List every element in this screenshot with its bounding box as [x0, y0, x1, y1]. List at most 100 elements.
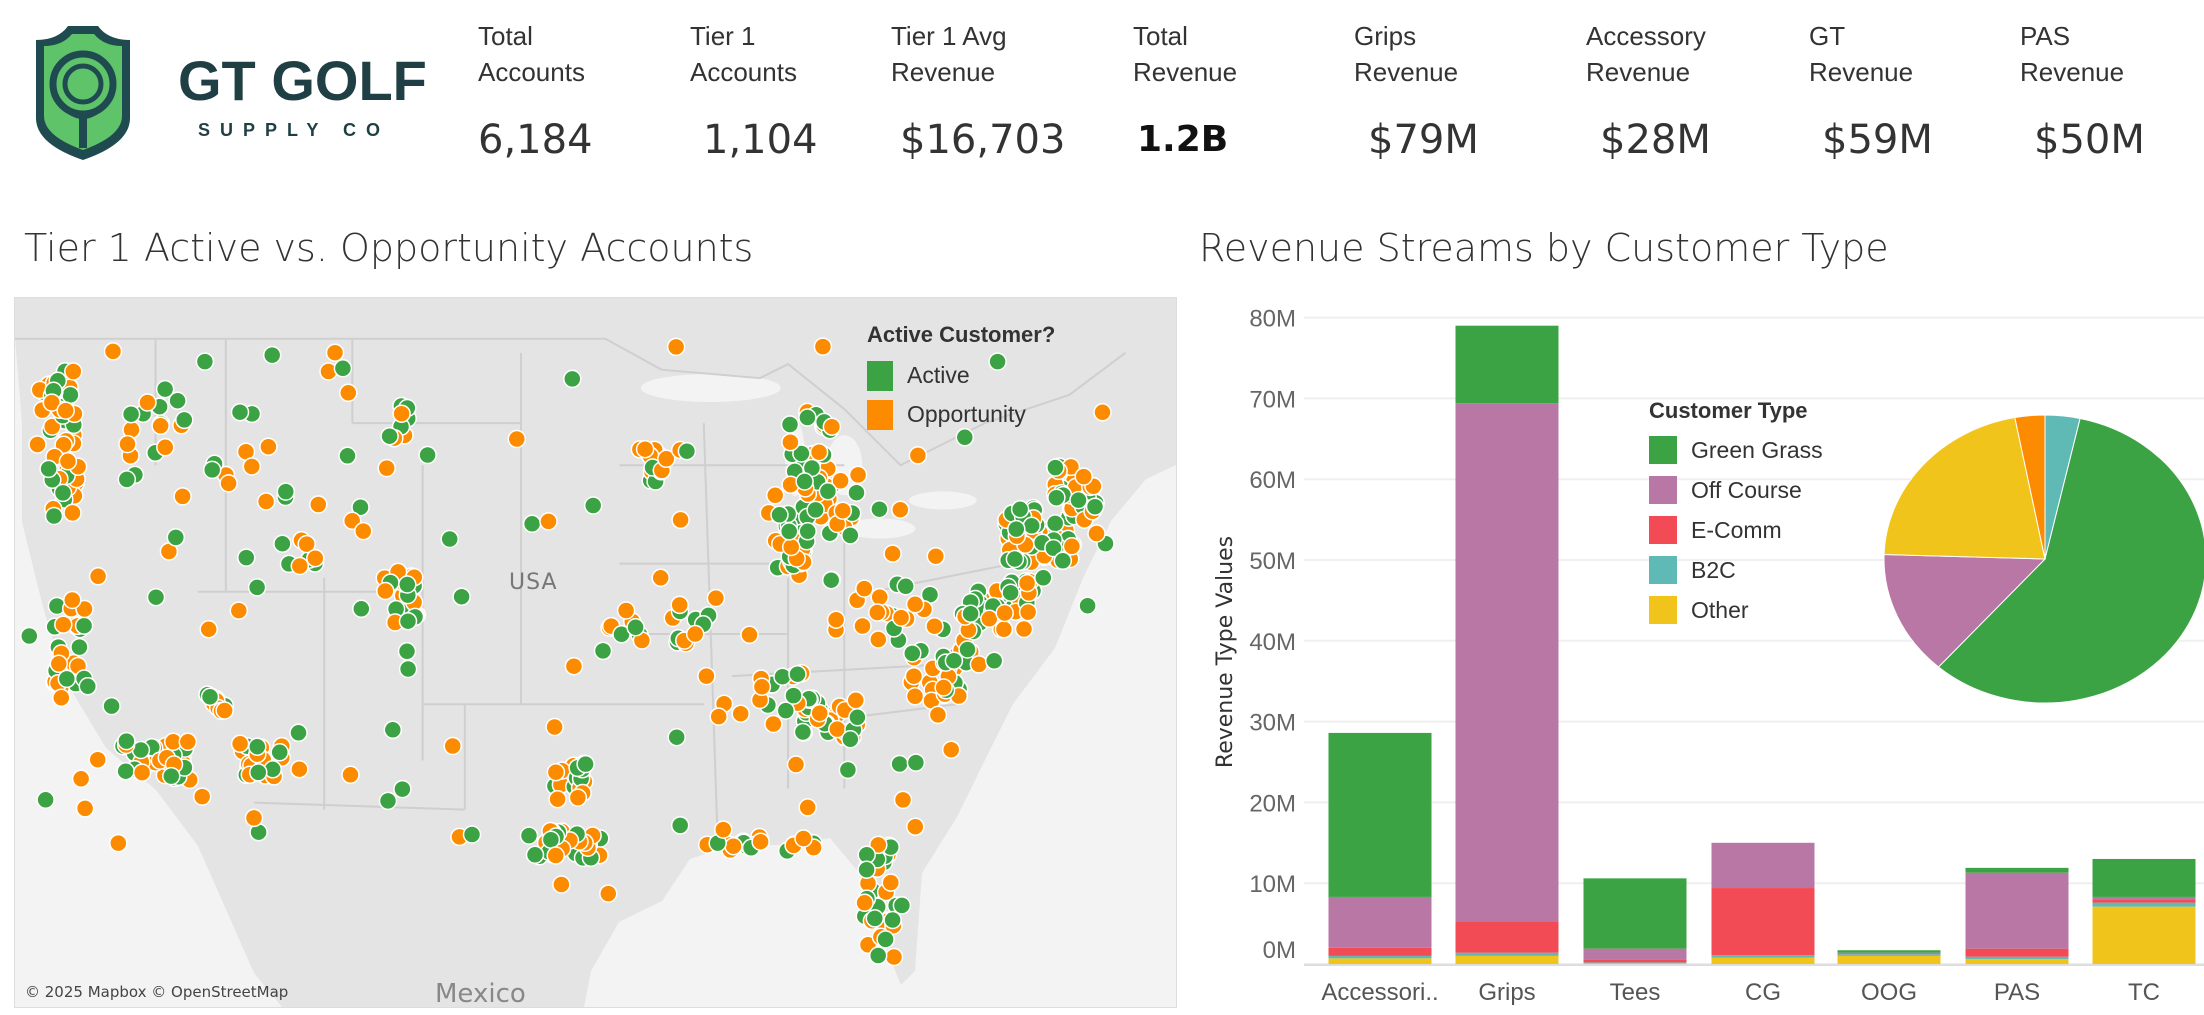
opportunity-account-marker[interactable] — [786, 755, 806, 774]
active-account-marker[interactable] — [670, 816, 690, 835]
active-account-marker[interactable] — [677, 441, 697, 461]
active-account-marker[interactable] — [865, 909, 885, 928]
active-account-marker[interactable] — [116, 761, 135, 781]
active-account-marker[interactable] — [1078, 596, 1097, 615]
active-account-marker[interactable] — [626, 618, 645, 637]
opportunity-account-marker[interactable] — [54, 615, 73, 634]
active-account-marker[interactable] — [276, 482, 296, 501]
active-account-marker[interactable] — [1005, 549, 1025, 569]
opportunity-account-marker[interactable] — [118, 434, 137, 454]
opportunity-account-marker[interactable] — [616, 601, 636, 620]
opportunity-account-marker[interactable] — [539, 512, 558, 531]
opportunity-account-marker[interactable] — [132, 763, 152, 782]
opportunity-account-marker[interactable] — [809, 442, 829, 462]
opportunity-account-marker[interactable] — [893, 790, 913, 810]
opportunity-account-marker[interactable] — [219, 474, 238, 493]
opportunity-account-marker[interactable] — [138, 393, 157, 412]
opportunity-account-marker[interactable] — [568, 788, 588, 807]
opportunity-account-marker[interactable] — [926, 546, 946, 566]
opportunity-account-marker[interactable] — [1074, 467, 1093, 486]
opportunity-account-marker[interactable] — [870, 587, 889, 607]
opportunity-account-marker[interactable] — [552, 875, 571, 894]
opportunity-account-marker[interactable] — [259, 437, 278, 456]
active-account-marker[interactable] — [44, 506, 64, 526]
opportunity-account-marker[interactable] — [546, 846, 565, 865]
bar-segment-b2c[interactable] — [2092, 902, 2196, 907]
active-account-marker[interactable] — [273, 534, 292, 553]
opportunity-account-marker[interactable] — [826, 610, 846, 629]
bar-segment-green-grass[interactable] — [1965, 867, 2069, 873]
active-account-marker[interactable] — [857, 860, 876, 879]
opportunity-account-marker[interactable] — [199, 620, 218, 639]
active-account-marker[interactable] — [78, 677, 98, 696]
bar-segment-off-course[interactable] — [1328, 896, 1432, 948]
opportunity-account-marker[interactable] — [941, 740, 961, 759]
opportunity-account-marker[interactable] — [192, 787, 212, 806]
active-account-marker[interactable] — [351, 497, 370, 517]
opportunity-account-marker[interactable] — [42, 393, 62, 412]
opportunity-account-marker[interactable] — [855, 579, 874, 598]
active-account-marker[interactable] — [961, 604, 980, 623]
active-account-marker[interactable] — [838, 760, 858, 780]
map-canvas[interactable] — [15, 298, 1176, 1007]
active-account-marker[interactable] — [1069, 490, 1088, 510]
map-attribution[interactable]: © 2025 Mapbox © OpenStreetMap — [25, 983, 289, 1001]
opportunity-account-marker[interactable] — [325, 343, 345, 362]
active-account-marker[interactable] — [53, 483, 73, 503]
opportunity-account-marker[interactable] — [905, 595, 925, 614]
active-account-marker[interactable] — [398, 611, 418, 631]
opportunity-account-marker[interactable] — [244, 808, 264, 828]
active-account-marker[interactable] — [798, 522, 817, 541]
opportunity-account-marker[interactable] — [242, 457, 262, 476]
active-account-marker[interactable] — [248, 737, 267, 756]
opportunity-account-marker[interactable] — [651, 568, 670, 588]
active-account-marker[interactable] — [289, 723, 308, 743]
opportunity-account-marker[interactable] — [891, 500, 910, 519]
legend-item-e-comm[interactable]: E-Comm — [1649, 510, 1823, 550]
bar-segment-e-comm[interactable] — [2092, 899, 2196, 903]
bar-oog[interactable] — [1837, 950, 1941, 964]
active-account-marker[interactable] — [270, 743, 289, 762]
bar-segment-b2c[interactable] — [1328, 955, 1432, 959]
opportunity-account-marker[interactable] — [794, 829, 813, 848]
active-account-marker[interactable] — [519, 826, 539, 845]
opportunity-account-marker[interactable] — [831, 471, 850, 491]
active-account-marker[interactable] — [984, 651, 1004, 671]
active-account-marker[interactable] — [792, 444, 811, 463]
opportunity-account-marker[interactable] — [781, 537, 801, 557]
active-account-marker[interactable] — [398, 659, 418, 679]
legend-item-other[interactable]: Other — [1649, 590, 1823, 630]
active-account-marker[interactable] — [249, 763, 268, 782]
active-account-marker[interactable] — [237, 548, 256, 567]
active-account-marker[interactable] — [841, 526, 860, 545]
active-account-marker[interactable] — [868, 946, 888, 965]
bar-segment-green-grass[interactable] — [1328, 732, 1432, 897]
pie-slice-off-course[interactable] — [1883, 553, 2047, 668]
opportunity-account-marker[interactable] — [309, 495, 328, 514]
opportunity-account-marker[interactable] — [697, 666, 716, 686]
active-account-marker[interactable] — [795, 472, 814, 491]
opportunity-account-marker[interactable] — [1018, 602, 1038, 622]
bar-segment-other[interactable] — [1455, 955, 1559, 964]
active-account-marker[interactable] — [380, 426, 399, 446]
active-account-marker[interactable] — [166, 528, 186, 547]
active-account-marker[interactable] — [333, 359, 353, 378]
bar-segment-e-comm[interactable] — [1583, 959, 1687, 963]
pie-slice-unlabeled[interactable] — [2014, 414, 2046, 560]
active-account-marker[interactable] — [583, 496, 603, 515]
opportunity-account-marker[interactable] — [52, 688, 71, 708]
active-account-marker[interactable] — [576, 754, 595, 774]
active-account-marker[interactable] — [57, 669, 77, 689]
bar-grips[interactable] — [1455, 325, 1559, 964]
active-account-marker[interactable] — [876, 930, 895, 949]
opportunity-account-marker[interactable] — [71, 769, 91, 789]
active-account-marker[interactable] — [1044, 538, 1063, 558]
opportunity-account-marker[interactable] — [103, 342, 123, 361]
active-account-marker[interactable] — [398, 575, 417, 594]
opportunity-account-marker[interactable] — [1014, 619, 1034, 639]
opportunity-account-marker[interactable] — [740, 625, 759, 645]
opportunity-account-marker[interactable] — [339, 383, 358, 403]
active-account-marker[interactable] — [102, 696, 121, 716]
active-account-marker[interactable] — [593, 641, 613, 661]
opportunity-account-marker[interactable] — [75, 799, 95, 818]
